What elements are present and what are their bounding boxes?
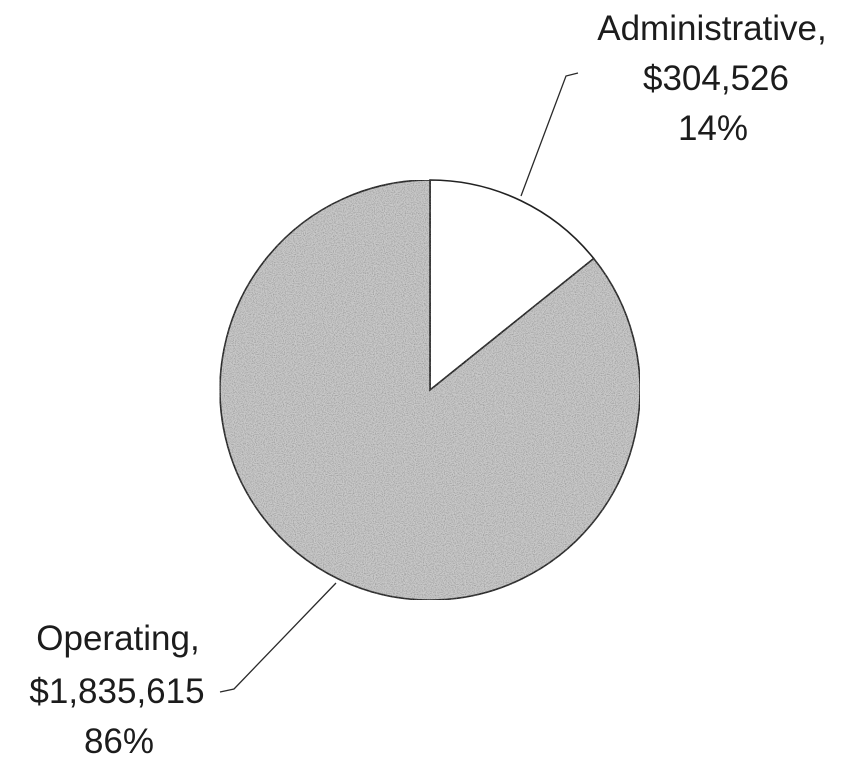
- slice-label-administrative-name: Administrative,: [597, 9, 827, 48]
- pie-slices: [219, 179, 641, 601]
- slice-label-operating-value: $1,835,615: [29, 672, 204, 711]
- leader-line-operating: [219, 582, 337, 693]
- slice-label-administrative-value: $304,526: [643, 59, 789, 98]
- leader-line-administrative: [520, 72, 579, 197]
- pie-slice-administrative: [429, 179, 595, 392]
- slice-label-administrative-percent: 14%: [678, 109, 748, 148]
- slice-label-operating-name: Operating,: [36, 619, 199, 658]
- pie-slice-operating: [219, 179, 641, 601]
- slice-label-operating-percent: 86%: [84, 722, 154, 758]
